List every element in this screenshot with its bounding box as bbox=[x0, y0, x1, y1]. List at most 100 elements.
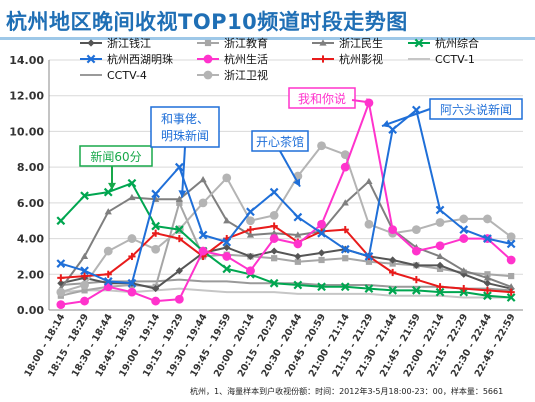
data-point-4 bbox=[506, 239, 516, 249]
data-point-2 bbox=[223, 217, 231, 224]
data-point-2 bbox=[294, 231, 302, 238]
data-point-1 bbox=[294, 258, 301, 265]
y-tick-label: 4.00 bbox=[17, 233, 44, 246]
data-point-5 bbox=[411, 246, 421, 256]
data-point-1 bbox=[365, 258, 373, 265]
legend-label: 浙江钱江 bbox=[107, 36, 151, 50]
data-point-5 bbox=[269, 234, 279, 243]
data-point-9 bbox=[340, 150, 350, 160]
data-point-3 bbox=[483, 291, 492, 301]
data-point-4 bbox=[340, 244, 350, 254]
legend-label: 浙江卫视 bbox=[224, 68, 268, 82]
data-point-4 bbox=[103, 277, 113, 286]
data-point-3 bbox=[222, 264, 232, 274]
data-point-9 bbox=[222, 173, 232, 183]
data-point-9 bbox=[246, 216, 255, 226]
data-point-3 bbox=[269, 278, 279, 288]
data-point-1 bbox=[271, 255, 278, 262]
data-point-9 bbox=[127, 234, 137, 243]
data-point-3 bbox=[435, 287, 445, 297]
data-point-4 bbox=[222, 237, 232, 247]
data-point-9 bbox=[411, 225, 421, 235]
data-point-4 bbox=[174, 162, 184, 172]
data-point-2 bbox=[365, 177, 373, 185]
data-point-4 bbox=[364, 252, 374, 261]
legend-marker bbox=[414, 38, 424, 48]
data-point-5 bbox=[127, 287, 137, 297]
legend-label: CCTV-4 bbox=[107, 69, 147, 82]
annotation-label: 明珠新闻 bbox=[161, 128, 209, 143]
data-point-0 bbox=[389, 256, 397, 264]
series-line-3 bbox=[60, 182, 512, 299]
data-point-5 bbox=[80, 296, 89, 306]
annotation-label: 开心茶馆 bbox=[256, 134, 304, 149]
data-point-2 bbox=[507, 283, 515, 290]
legend-marker bbox=[203, 54, 213, 64]
data-point-4 bbox=[411, 105, 421, 115]
data-point-4 bbox=[151, 189, 161, 199]
data-point-0 bbox=[175, 267, 183, 275]
y-tick-label: 14.00 bbox=[9, 54, 44, 67]
data-point-3 bbox=[340, 282, 350, 292]
annotation-arrowhead bbox=[382, 119, 390, 128]
data-point-3 bbox=[56, 216, 66, 226]
data-point-4 bbox=[435, 205, 445, 215]
data-point-9 bbox=[80, 280, 89, 290]
data-point-5 bbox=[317, 219, 326, 229]
data-point-9 bbox=[435, 218, 445, 227]
data-point-0 bbox=[152, 284, 160, 293]
data-point-3 bbox=[103, 187, 113, 197]
legend-label: 杭州西湖明珠 bbox=[107, 52, 173, 66]
data-point-5 bbox=[293, 239, 303, 249]
data-point-0 bbox=[317, 249, 326, 257]
data-point-9 bbox=[56, 287, 66, 297]
data-point-5 bbox=[340, 162, 350, 172]
y-tick-label: 2.00 bbox=[17, 268, 44, 281]
series-line-0 bbox=[60, 246, 512, 290]
data-point-2 bbox=[104, 208, 112, 215]
data-point-2 bbox=[460, 267, 468, 274]
data-point-5 bbox=[388, 225, 398, 235]
data-point-1 bbox=[318, 256, 325, 264]
data-point-1 bbox=[81, 287, 88, 294]
annotation-arrowhead bbox=[108, 182, 116, 190]
data-point-5 bbox=[506, 255, 516, 265]
data-point-5 bbox=[222, 252, 232, 261]
data-point-4 bbox=[246, 207, 255, 217]
data-point-2 bbox=[436, 252, 444, 260]
data-point-3 bbox=[411, 285, 421, 295]
data-point-2 bbox=[199, 176, 207, 183]
data-point-0 bbox=[412, 261, 420, 269]
annotation-arrowhead bbox=[293, 178, 301, 187]
annotation-label: 阿六头说新闻 bbox=[440, 102, 512, 117]
data-point-9 bbox=[317, 141, 326, 151]
y-tick-label: 10.00 bbox=[9, 125, 44, 138]
data-point-4 bbox=[269, 187, 279, 197]
data-point-9 bbox=[459, 214, 469, 224]
series-line-1 bbox=[60, 201, 512, 297]
data-point-4 bbox=[483, 234, 492, 243]
y-tick-label: 12.00 bbox=[9, 90, 44, 103]
annotation-box bbox=[150, 106, 220, 148]
data-point-3 bbox=[364, 284, 374, 293]
legend-label: 杭州生活 bbox=[224, 52, 268, 66]
data-point-0 bbox=[223, 243, 231, 252]
annotation-box bbox=[288, 87, 356, 109]
data-point-3 bbox=[80, 191, 89, 201]
footer-source-note: 杭州，1、海量样本到户收视份额：时间：2012年3-5月18:00-23：00，… bbox=[190, 387, 504, 396]
annotation-box bbox=[79, 145, 153, 167]
data-point-4 bbox=[459, 225, 469, 235]
y-tick-label: 8.00 bbox=[17, 161, 44, 174]
data-point-3 bbox=[151, 221, 161, 231]
data-point-2 bbox=[246, 231, 255, 238]
legend-label: CCTV-1 bbox=[435, 53, 475, 66]
data-point-2 bbox=[80, 252, 89, 260]
data-point-5 bbox=[459, 234, 469, 243]
data-point-9 bbox=[103, 246, 113, 256]
data-point-4 bbox=[388, 125, 398, 135]
data-point-4 bbox=[80, 266, 89, 276]
legend-marker bbox=[203, 70, 213, 80]
annotation-arrow bbox=[181, 146, 186, 198]
legend-label: 杭州综合 bbox=[435, 36, 479, 50]
